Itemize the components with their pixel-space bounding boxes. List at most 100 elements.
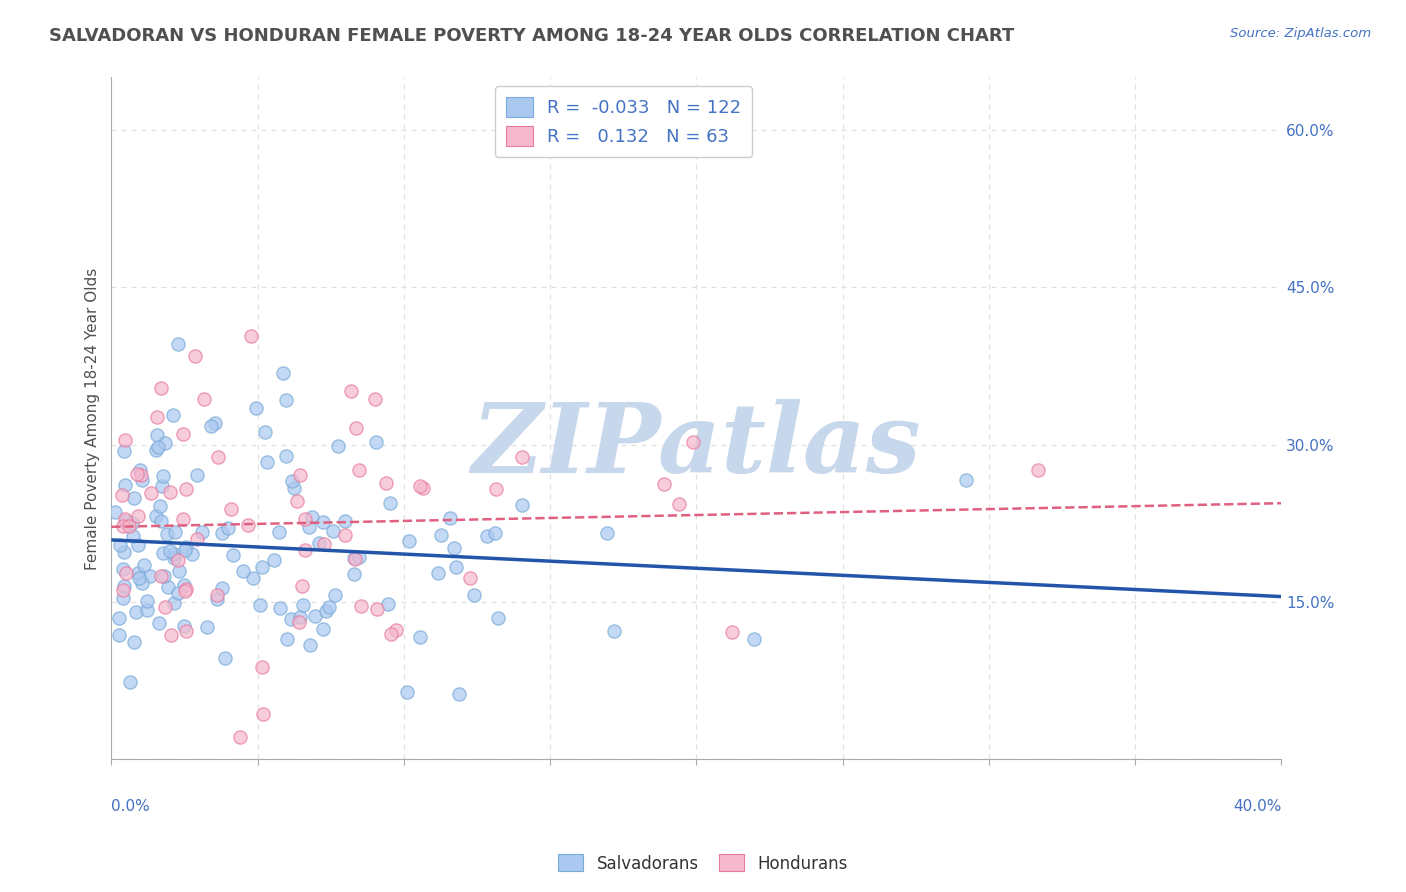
Point (294, 511, 316, 525)
Point (173, 619, 195, 633)
Point (165, 524, 187, 539)
Point (409, 479, 432, 493)
Point (328, 439, 350, 453)
Point (152, 546, 174, 560)
Point (288, 610, 311, 624)
Point (107, 628, 129, 642)
Point (364, 392, 387, 406)
Point (173, 578, 195, 592)
Point (333, 527, 356, 541)
Point (323, 588, 346, 602)
Point (150, 380, 173, 394)
Point (129, 468, 152, 483)
Legend: R =  -0.033   N = 122, R =   0.132   N = 63: R = -0.033 N = 122, R = 0.132 N = 63 (495, 87, 752, 157)
Point (191, 524, 214, 539)
Point (111, 562, 134, 576)
Point (366, 602, 388, 616)
Text: Source: ZipAtlas.com: Source: ZipAtlas.com (1230, 27, 1371, 40)
Point (364, 434, 387, 449)
Point (145, 442, 167, 457)
Point (125, 605, 148, 619)
Point (114, 433, 136, 447)
Point (242, 571, 264, 585)
Point (304, 608, 326, 623)
Point (159, 544, 181, 558)
Point (145, 509, 167, 524)
Y-axis label: Female Poverty Among 18-24 Year Olds: Female Poverty Among 18-24 Year Olds (86, 268, 100, 570)
Point (720, 624, 742, 639)
Point (114, 511, 136, 525)
Point (249, 599, 271, 613)
Point (108, 610, 131, 624)
Point (458, 571, 481, 585)
Point (446, 560, 468, 574)
Point (214, 651, 236, 665)
Point (377, 597, 399, 611)
Point (510, 450, 533, 464)
Text: 0.0%: 0.0% (111, 799, 150, 814)
Point (186, 467, 208, 482)
Point (285, 494, 308, 508)
Point (510, 498, 533, 512)
Point (375, 475, 398, 490)
Point (380, 627, 402, 641)
Text: SALVADORAN VS HONDURAN FEMALE POVERTY AMONG 18-24 YEAR OLDS CORRELATION CHART: SALVADORAN VS HONDURAN FEMALE POVERTY AM… (49, 27, 1015, 45)
Point (186, 532, 208, 546)
Point (162, 596, 184, 610)
Point (291, 579, 314, 593)
Point (291, 598, 314, 612)
Point (256, 455, 278, 469)
Point (200, 419, 222, 434)
Point (127, 467, 149, 482)
Point (129, 463, 152, 477)
Point (443, 541, 465, 555)
Point (112, 591, 135, 606)
Point (127, 566, 149, 581)
Point (477, 529, 499, 543)
Point (274, 449, 297, 463)
Point (349, 549, 371, 564)
Point (301, 509, 323, 524)
Point (181, 547, 204, 561)
Point (104, 505, 127, 519)
Point (131, 575, 153, 590)
Point (254, 425, 277, 439)
Point (1026, 463, 1049, 477)
Point (439, 511, 461, 525)
Point (396, 685, 419, 699)
Legend: Salvadorans, Hondurans: Salvadorans, Hondurans (551, 847, 855, 880)
Point (148, 616, 170, 631)
Point (742, 632, 765, 647)
Point (112, 545, 135, 559)
Point (146, 428, 169, 442)
Point (163, 551, 186, 566)
Point (263, 553, 285, 567)
Point (219, 502, 242, 516)
Point (146, 409, 169, 424)
Point (156, 527, 179, 541)
Point (955, 473, 977, 487)
Point (138, 568, 160, 582)
Point (183, 349, 205, 363)
Point (153, 568, 176, 582)
Point (288, 467, 311, 482)
Point (141, 486, 163, 500)
Point (122, 529, 145, 543)
Point (486, 611, 509, 625)
Point (157, 581, 180, 595)
Point (136, 603, 159, 617)
Point (378, 496, 401, 510)
Point (652, 476, 675, 491)
Point (312, 516, 335, 530)
Point (172, 512, 194, 526)
Point (173, 542, 195, 557)
Point (271, 366, 294, 380)
Point (232, 564, 254, 578)
Point (149, 499, 172, 513)
Point (426, 566, 449, 581)
Point (167, 553, 190, 567)
Point (112, 582, 135, 597)
Point (298, 639, 321, 653)
Point (159, 485, 181, 500)
Point (333, 514, 356, 528)
